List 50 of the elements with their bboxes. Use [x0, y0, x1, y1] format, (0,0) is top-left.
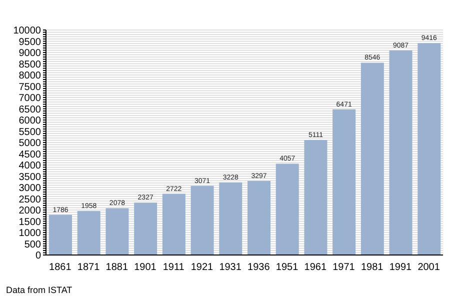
y-tick-label: 8000 [18, 70, 42, 82]
y-tick-label: 5000 [18, 138, 42, 150]
bar [360, 62, 384, 255]
x-tick-label: 1951 [276, 262, 299, 274]
y-tick-label: 8500 [18, 59, 42, 70]
bar [304, 140, 328, 255]
bar [219, 182, 242, 255]
x-tick-label: 1991 [389, 262, 412, 274]
y-tick-label: 3500 [18, 172, 42, 183]
bar [248, 180, 270, 255]
bar [389, 50, 412, 255]
y-tick-label: 2000 [18, 206, 42, 217]
x-tick-label: 1901 [134, 262, 157, 274]
y-tick-label: 9000 [18, 48, 42, 60]
x-tick-label: 1871 [77, 262, 100, 274]
x-tick-label: 1971 [332, 262, 356, 274]
x-tick-label: 1911 [162, 262, 185, 274]
y-tick-label: 1500 [18, 216, 42, 228]
bar [49, 214, 72, 255]
bar [106, 208, 129, 255]
bar [162, 194, 186, 255]
y-tick-label: 5500 [18, 126, 42, 138]
bar [276, 164, 299, 255]
y-tick-label: 0 [35, 250, 42, 262]
x-tick-label: 1881 [106, 262, 128, 274]
y-tick-label: 7000 [18, 93, 42, 104]
y-tick-label: 9500 [18, 36, 42, 48]
y-tick-label: 7500 [18, 82, 42, 93]
y-tick-label: 2500 [18, 194, 42, 206]
y-tick-label: 4000 [18, 160, 42, 172]
y-tick-label: 500 [24, 239, 42, 250]
bar [134, 202, 158, 255]
x-tick-label: 2001 [418, 262, 440, 274]
x-tick-label: 1981 [360, 262, 384, 274]
y-tick-label: 1000 [18, 228, 42, 240]
bar [418, 43, 441, 255]
x-tick-label: 1936 [248, 262, 270, 274]
y-tick-label: 10000 [13, 26, 42, 37]
y-tick-label: 6500 [18, 104, 42, 116]
x-tick-label: 1921 [190, 262, 214, 274]
bar [77, 210, 100, 255]
y-tick-label: 3000 [18, 183, 42, 194]
y-tick-label: 6000 [18, 116, 42, 127]
x-tick-label: 1961 [304, 262, 327, 274]
bar [332, 109, 356, 255]
text: Data from ISTAT [6, 285, 72, 295]
x-tick-label: 1861 [49, 262, 72, 274]
bar [190, 186, 214, 255]
y-tick-label: 4500 [18, 149, 42, 160]
x-tick-label: 1931 [219, 262, 242, 274]
